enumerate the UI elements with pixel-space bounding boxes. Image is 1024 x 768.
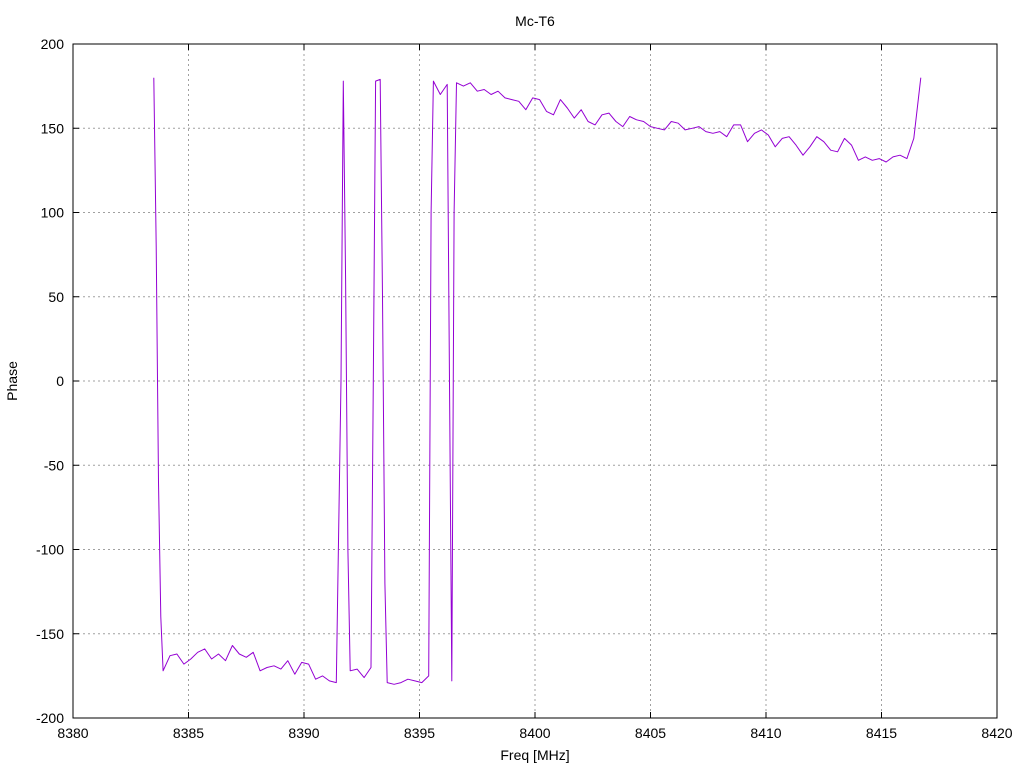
x-tick-label: 8390 xyxy=(288,725,319,741)
x-tick-label: 8415 xyxy=(866,725,897,741)
phase-series-line xyxy=(153,77,922,685)
y-tick-label: -50 xyxy=(44,457,64,473)
y-tick-label: 100 xyxy=(41,205,65,221)
x-tick-label: 8410 xyxy=(750,725,781,741)
y-tick-label: -100 xyxy=(36,542,64,558)
x-tick-label: 8395 xyxy=(404,725,435,741)
y-tick-label: -200 xyxy=(36,710,64,726)
x-tick-label: 8400 xyxy=(519,725,550,741)
chart-title: Mc-T6 xyxy=(515,13,555,29)
y-tick-label: 0 xyxy=(56,373,64,389)
x-tick-label: 8405 xyxy=(635,725,666,741)
y-tick-label: 50 xyxy=(48,289,64,305)
y-tick-label: -150 xyxy=(36,626,64,642)
y-axis-label: Phase xyxy=(4,361,20,401)
y-tick-label: 200 xyxy=(41,36,65,52)
x-tick-label: 8380 xyxy=(57,725,88,741)
plot-frame xyxy=(72,43,998,719)
grid-lines xyxy=(73,44,997,718)
x-tick-label: 8385 xyxy=(173,725,204,741)
x-tick-label: 8420 xyxy=(981,725,1012,741)
x-tick-labels: 8380 8385 8390 8395 8400 8405 8410 8415 8420 xyxy=(57,725,1012,741)
x-axis-label: Freq [MHz] xyxy=(500,747,569,763)
y-tick-label: 150 xyxy=(41,120,65,136)
y-tick-labels: -200 -150 -100 -50 0 50 100 150 200 xyxy=(36,36,64,726)
series-layer xyxy=(153,77,922,685)
